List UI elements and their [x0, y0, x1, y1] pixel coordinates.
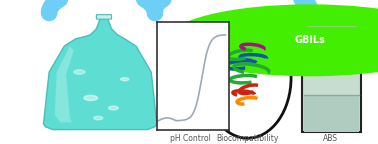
- Polygon shape: [55, 46, 74, 122]
- Circle shape: [108, 106, 118, 110]
- Text: pH Control: pH Control: [170, 134, 211, 143]
- Polygon shape: [43, 19, 157, 130]
- Ellipse shape: [204, 17, 291, 138]
- FancyBboxPatch shape: [96, 15, 112, 19]
- Circle shape: [74, 70, 85, 74]
- Polygon shape: [302, 17, 361, 132]
- Circle shape: [121, 78, 129, 81]
- Circle shape: [94, 116, 103, 120]
- Polygon shape: [304, 95, 359, 132]
- Text: ABS: ABS: [323, 134, 338, 143]
- Ellipse shape: [166, 4, 378, 76]
- Text: Biocompatibility: Biocompatibility: [216, 134, 279, 143]
- Circle shape: [84, 95, 98, 101]
- Text: GBILs: GBILs: [294, 35, 325, 45]
